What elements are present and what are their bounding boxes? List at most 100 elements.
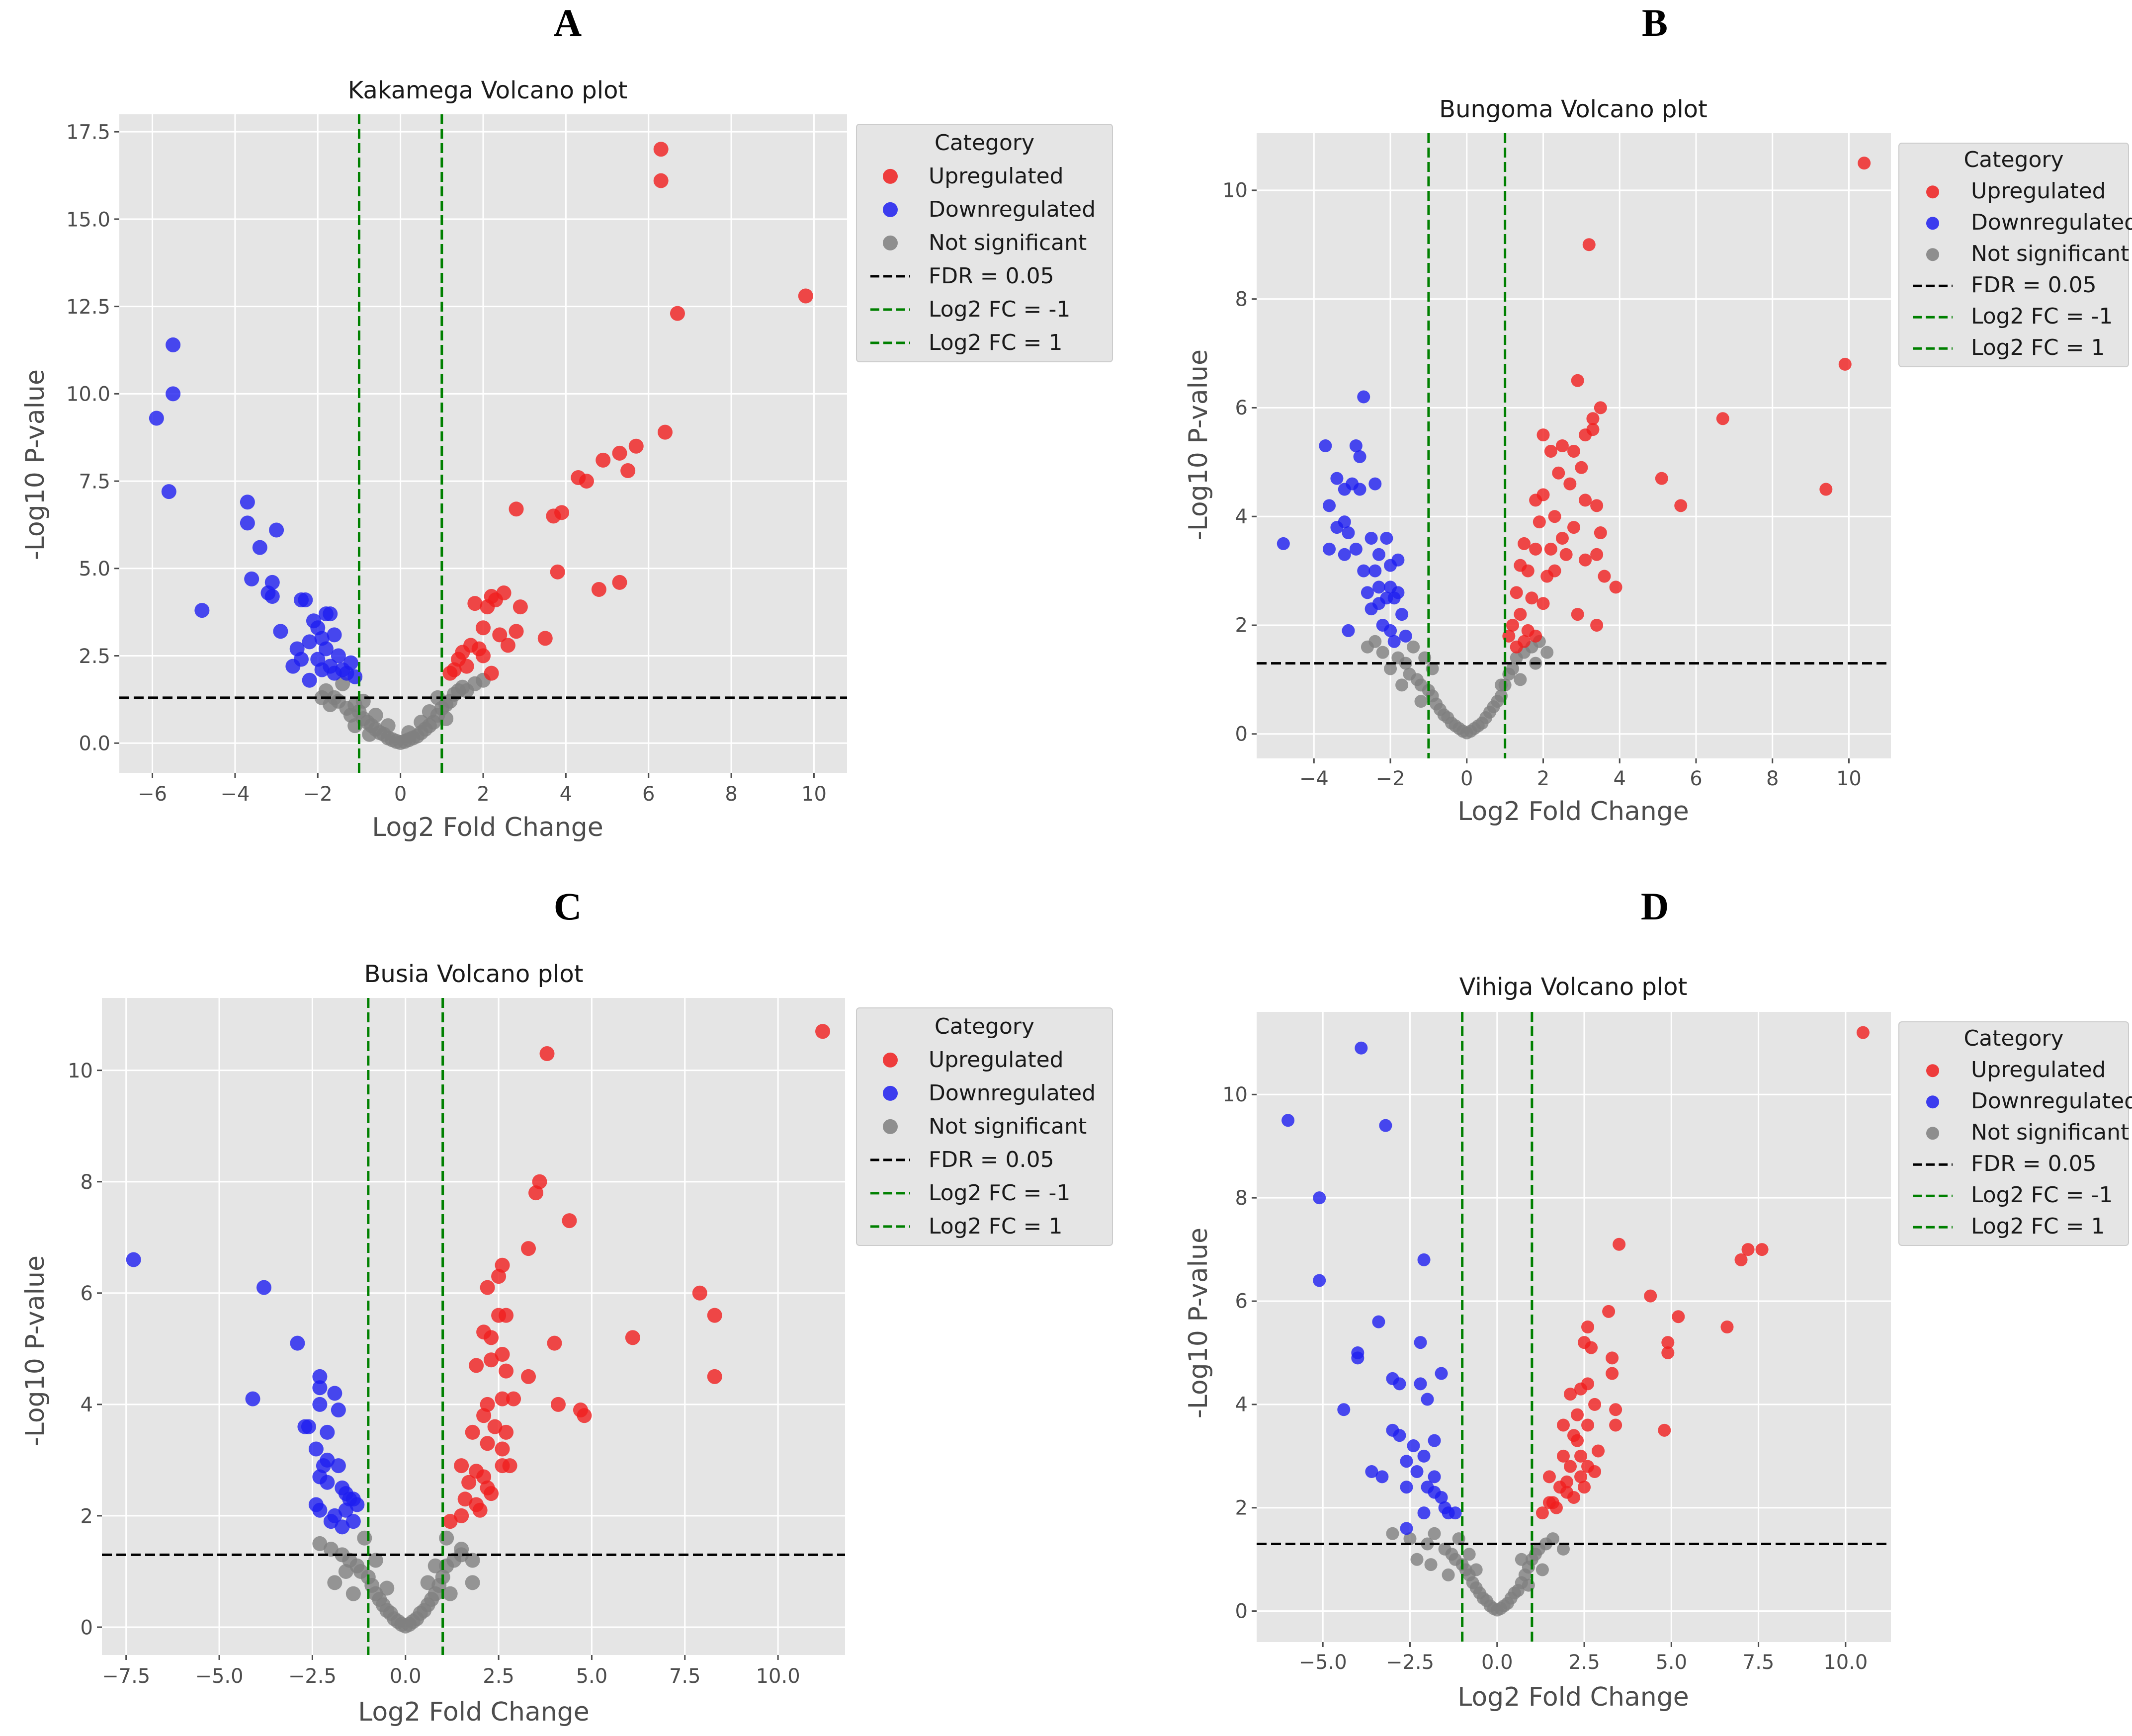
x-axis-label: Log2 Fold Change xyxy=(1457,1682,1689,1712)
data-point xyxy=(454,1508,469,1523)
plot-area xyxy=(102,998,845,1655)
data-point xyxy=(1571,374,1584,387)
data-point xyxy=(1575,461,1588,474)
data-point xyxy=(509,624,524,639)
data-point xyxy=(1536,488,1550,501)
legend-entry-label: Log2 FC = -1 xyxy=(929,1180,1070,1206)
data-point xyxy=(345,1586,361,1601)
data-point xyxy=(1533,515,1546,529)
data-point xyxy=(653,173,669,188)
data-point xyxy=(240,495,255,510)
panel-d: D Vihiga Volcano plot Log2 Fold Change -… xyxy=(1184,885,2132,1712)
data-point xyxy=(414,715,429,730)
data-point xyxy=(1421,1537,1434,1551)
data-point xyxy=(269,522,284,538)
data-point xyxy=(1598,570,1611,583)
series-upregulated xyxy=(442,142,813,681)
y-axis-label: -Log10 P-value xyxy=(20,1255,50,1446)
data-point xyxy=(1417,1253,1431,1266)
y-tick-label: 8 xyxy=(1235,1187,1248,1210)
data-point xyxy=(1571,1408,1584,1421)
plot-title: Vihiga Volcano plot xyxy=(1459,973,1688,1001)
legend-marker xyxy=(883,168,898,184)
legend-entry-label: Not significant xyxy=(929,230,1087,255)
data-point xyxy=(1417,1449,1431,1463)
panel-c: C Busia Volcano plot Log2 Fold Change -L… xyxy=(20,885,1113,1727)
data-point xyxy=(327,1386,342,1401)
data-point xyxy=(1555,439,1569,452)
data-point xyxy=(502,1458,517,1474)
data-point xyxy=(1375,1470,1389,1484)
data-point xyxy=(1567,521,1580,534)
legend-entry-label: Downregulated xyxy=(1971,1088,2132,1114)
data-point xyxy=(454,1458,469,1474)
data-point xyxy=(338,1564,353,1579)
data-point xyxy=(1755,1243,1769,1256)
x-tick-label: 10.0 xyxy=(1823,1651,1868,1674)
y-tick-label: 10 xyxy=(1222,1083,1248,1106)
data-point xyxy=(1417,1506,1431,1520)
data-point xyxy=(1357,390,1370,404)
x-tick-label: −4 xyxy=(220,783,250,806)
data-point xyxy=(1368,564,1382,578)
data-point xyxy=(1535,1563,1549,1576)
data-point xyxy=(1506,618,1520,632)
x-axis-label: Log2 Fold Change xyxy=(1457,797,1689,827)
data-point xyxy=(1571,608,1584,621)
x-tick-label: 8 xyxy=(725,783,737,806)
y-axis-label: -Log10 P-value xyxy=(1184,349,1213,540)
data-point xyxy=(465,1553,480,1568)
y-tick-label: 0 xyxy=(1235,1600,1248,1623)
data-point xyxy=(260,585,276,600)
data-point xyxy=(1734,1253,1748,1266)
data-point xyxy=(1338,483,1351,496)
data-point xyxy=(1349,439,1363,452)
data-point xyxy=(244,571,259,586)
legend-entry-label: Upregulated xyxy=(929,1047,1064,1073)
plot-title: Busia Volcano plot xyxy=(364,960,583,988)
data-point xyxy=(484,665,499,681)
data-point xyxy=(312,1397,328,1412)
data-point xyxy=(472,1502,488,1518)
data-point xyxy=(1606,1367,1619,1380)
data-point xyxy=(1563,1460,1577,1473)
x-tick-label: −2 xyxy=(1376,767,1405,790)
data-point xyxy=(506,1391,521,1406)
series-downregulated xyxy=(1281,1041,1462,1535)
legend-marker xyxy=(883,1052,898,1068)
data-point xyxy=(484,1486,499,1501)
legend-title: Category xyxy=(935,130,1034,156)
data-point xyxy=(628,438,644,454)
data-point xyxy=(469,1358,484,1373)
legend-marker xyxy=(1926,1064,1939,1077)
data-point xyxy=(1428,1434,1441,1447)
legend-entry-label: FDR = 0.05 xyxy=(1971,1151,2097,1176)
data-point xyxy=(562,1213,577,1229)
x-tick-label: −6 xyxy=(138,783,167,806)
legend-entry-label: Log2 FC = -1 xyxy=(1971,1182,2113,1208)
x-tick-label: 5.0 xyxy=(576,1665,608,1688)
data-point xyxy=(1449,1506,1462,1520)
data-point xyxy=(1372,1315,1385,1328)
data-point xyxy=(338,1502,353,1518)
data-point xyxy=(547,1335,562,1351)
data-point xyxy=(1414,1377,1427,1391)
data-point xyxy=(495,1391,510,1406)
data-point xyxy=(310,652,326,667)
data-point xyxy=(1361,586,1374,599)
data-point xyxy=(1400,1455,1413,1468)
data-point xyxy=(1856,1026,1870,1039)
data-point xyxy=(335,1519,350,1535)
series-upregulated xyxy=(1535,1026,1870,1520)
data-point xyxy=(484,1352,499,1368)
data-point xyxy=(499,1363,514,1379)
data-point xyxy=(480,599,495,615)
data-point xyxy=(1556,1449,1570,1463)
data-point xyxy=(1560,1475,1573,1488)
x-tick-label: −5.0 xyxy=(195,1665,243,1688)
data-point xyxy=(1380,531,1393,545)
data-point xyxy=(1349,542,1363,556)
data-point xyxy=(1574,1470,1588,1484)
data-point xyxy=(1428,1486,1441,1499)
data-point xyxy=(1510,586,1523,599)
